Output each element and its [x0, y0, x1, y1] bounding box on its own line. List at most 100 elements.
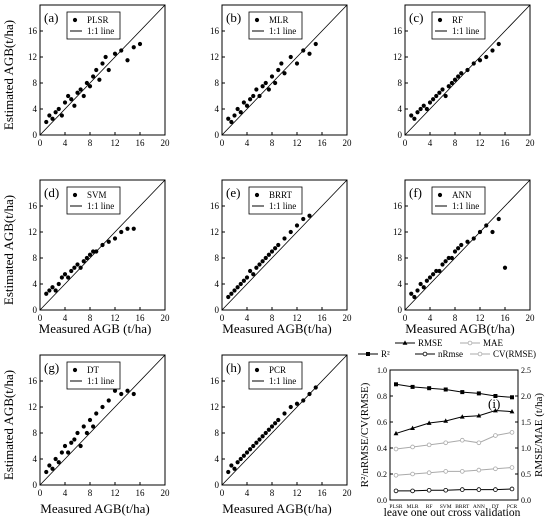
data-point — [421, 103, 426, 108]
data-point — [81, 93, 86, 99]
y-tick-label: 0 — [33, 130, 38, 140]
data-point — [69, 97, 74, 102]
x-tick-label: 8 — [88, 313, 93, 323]
legend-label: nRmse — [438, 349, 463, 359]
x-category-label: SVM — [440, 504, 452, 510]
data-point — [459, 242, 464, 248]
x-tick-label: 4 — [245, 138, 250, 148]
y-tick-label: 0 — [215, 130, 220, 140]
x-tick-label: 4 — [428, 313, 433, 323]
x-tick-label: 8 — [453, 138, 458, 148]
data-point — [72, 103, 77, 108]
y-tick-label: 8 — [215, 78, 220, 88]
data-point — [53, 110, 58, 115]
one-to-one-line — [221, 354, 348, 486]
x-tick-label: 4 — [428, 138, 433, 148]
data-point — [459, 71, 464, 76]
one-to-one-line — [221, 179, 348, 311]
data-point — [81, 424, 86, 429]
data-point — [257, 262, 262, 267]
data-point — [47, 113, 52, 118]
data-point — [260, 259, 265, 264]
data-point — [112, 388, 118, 393]
x-tick-label: 8 — [88, 138, 93, 148]
y-tick-label: 0 — [398, 130, 403, 140]
x-category-label: PCR — [507, 504, 518, 510]
x-tick-label: 0 — [403, 138, 408, 148]
series-point — [394, 382, 398, 387]
data-point — [62, 443, 68, 449]
x-tick-label: 0 — [220, 313, 225, 323]
y-tick-label: 8 — [215, 428, 220, 438]
data-point — [248, 97, 253, 102]
data-point — [56, 106, 61, 112]
data-point — [254, 440, 259, 445]
data-point — [477, 229, 483, 235]
data-point — [106, 398, 111, 403]
data-point — [418, 106, 423, 112]
data-point — [53, 456, 58, 462]
data-point — [427, 275, 433, 280]
x-tick-label: 0 — [220, 138, 225, 148]
data-point — [456, 246, 461, 251]
x-category-label: BRRT — [455, 504, 470, 510]
data-point — [449, 255, 454, 261]
data-point — [269, 249, 275, 254]
y-tick-label: 12 — [28, 402, 37, 412]
data-point — [471, 61, 476, 66]
data-point — [409, 113, 414, 118]
data-point — [53, 288, 58, 293]
data-point — [78, 443, 83, 449]
data-point — [87, 84, 93, 89]
panel-label: (b) — [226, 10, 241, 25]
data-point — [502, 265, 508, 270]
series-point — [426, 487, 432, 493]
legend-marker — [72, 192, 78, 198]
data-point — [471, 236, 476, 241]
x-tick-label: 20 — [526, 313, 536, 323]
y-left-tick-label: 0.8 — [377, 392, 387, 401]
data-point — [301, 216, 306, 222]
data-point — [431, 272, 436, 277]
one-to-one-line — [404, 179, 531, 311]
data-point — [241, 100, 246, 105]
y-tick-label: 16 — [393, 201, 403, 211]
series-point — [476, 440, 482, 446]
data-point — [251, 272, 256, 277]
data-point — [496, 216, 501, 222]
data-point — [415, 110, 420, 115]
series-point — [459, 414, 465, 419]
x-tick-label: 16 — [318, 138, 328, 148]
data-point — [465, 239, 470, 244]
data-point — [301, 48, 306, 53]
x-tick-label: 20 — [343, 138, 353, 148]
x-category-label: DT — [492, 504, 500, 510]
legend-marker — [402, 340, 408, 345]
x-tick-label: 20 — [526, 138, 536, 148]
data-point — [412, 294, 417, 300]
y-tick-label: 8 — [398, 78, 403, 88]
y-tick-label: 0 — [215, 480, 220, 490]
data-point — [47, 288, 52, 293]
y-tick-label: 8 — [33, 253, 38, 263]
x-tick-label: 8 — [270, 138, 275, 148]
series-point — [393, 446, 399, 452]
data-point — [418, 281, 423, 287]
y-tick-label: 12 — [393, 227, 402, 237]
series-nrmse — [393, 486, 515, 494]
data-point — [288, 404, 293, 410]
y-tick-label: 8 — [398, 253, 403, 263]
x-tick-label: 16 — [136, 138, 146, 148]
data-point — [112, 51, 118, 56]
data-point — [125, 388, 130, 393]
data-point — [91, 249, 96, 254]
data-point — [226, 469, 231, 475]
data-point — [47, 463, 52, 468]
data-point — [276, 417, 281, 423]
legend-marker — [437, 192, 443, 198]
x-tick-label: 20 — [161, 138, 171, 148]
series-point — [493, 487, 498, 492]
data-point — [229, 463, 234, 468]
data-point — [241, 453, 246, 458]
